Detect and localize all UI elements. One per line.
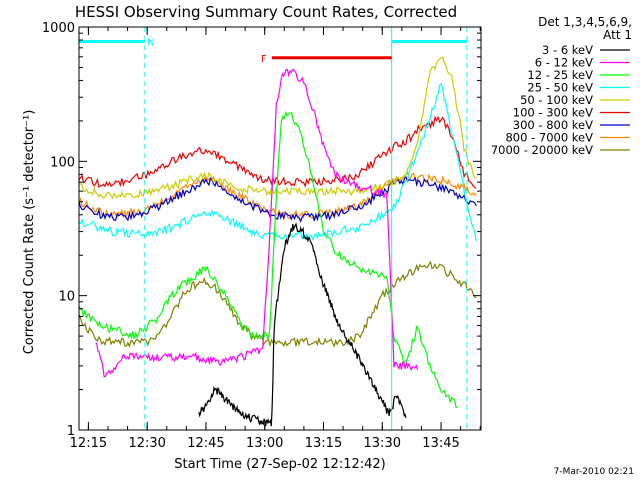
legend-label: 50 - 100 keV — [520, 93, 593, 107]
x-tick-label: 12:45 — [187, 436, 224, 451]
legend-label: 100 - 300 keV — [513, 106, 593, 120]
series-line-12-25keV — [78, 110, 458, 409]
series-layer — [78, 56, 477, 427]
series-line-6-12keV — [95, 68, 419, 378]
x-tick-label: 13:45 — [422, 436, 459, 451]
y-axis-label-group: Corrected Count Rate (s⁻¹ detector⁻¹) — [22, 110, 37, 355]
legend-label: 3 - 6 keV — [542, 43, 593, 57]
flare-label: F — [261, 54, 267, 65]
night-label: N — [147, 37, 154, 48]
series-line-300-800keV — [78, 176, 477, 223]
legend-label: 800 - 7000 keV — [505, 131, 593, 145]
x-tick-label: 13:00 — [246, 436, 283, 451]
legend-header-line2: Att 1 — [603, 28, 632, 42]
x-tick-label: 12:30 — [128, 436, 165, 451]
legend-label: 300 - 800 keV — [513, 118, 593, 132]
plot-frame — [78, 26, 482, 431]
legend-label: 25 - 50 keV — [527, 81, 593, 95]
x-axis-label: Start Time (27-Sep-02 12:12:42) — [174, 457, 385, 472]
legend-label: 7000 - 20000 keV — [491, 143, 593, 157]
footer-timestamp: 7-Mar-2010 02:21 — [554, 467, 634, 477]
axis-layer: 12:15 12:30 12:45 13:00 13:15 13:30 13:45 1 10 10… — [42, 21, 482, 451]
y-tick-label: 10 — [58, 290, 75, 305]
legend-header-line1: Det 1,3,4,5,6,9, — [538, 15, 632, 29]
x-tick-label: 12:15 — [70, 436, 107, 451]
chart-title: HESSI Observing Summary Count Rates, Cor… — [75, 3, 457, 21]
x-tick-label: 13:15 — [305, 436, 342, 451]
series-line-3-6keV — [198, 222, 407, 427]
series-line-7000-20000keV — [78, 260, 477, 348]
y-axis-label: Corrected Count Rate (s⁻¹ detector⁻¹) — [22, 110, 37, 355]
legend-label: 6 - 12 keV — [535, 56, 593, 70]
y-tick-label: 1000 — [42, 21, 75, 36]
y-tick-label: 100 — [50, 155, 75, 170]
x-tick-label: 13:30 — [364, 436, 401, 451]
y-tick-label: 1 — [67, 424, 75, 439]
legend-label: 12 - 25 keV — [527, 68, 593, 82]
